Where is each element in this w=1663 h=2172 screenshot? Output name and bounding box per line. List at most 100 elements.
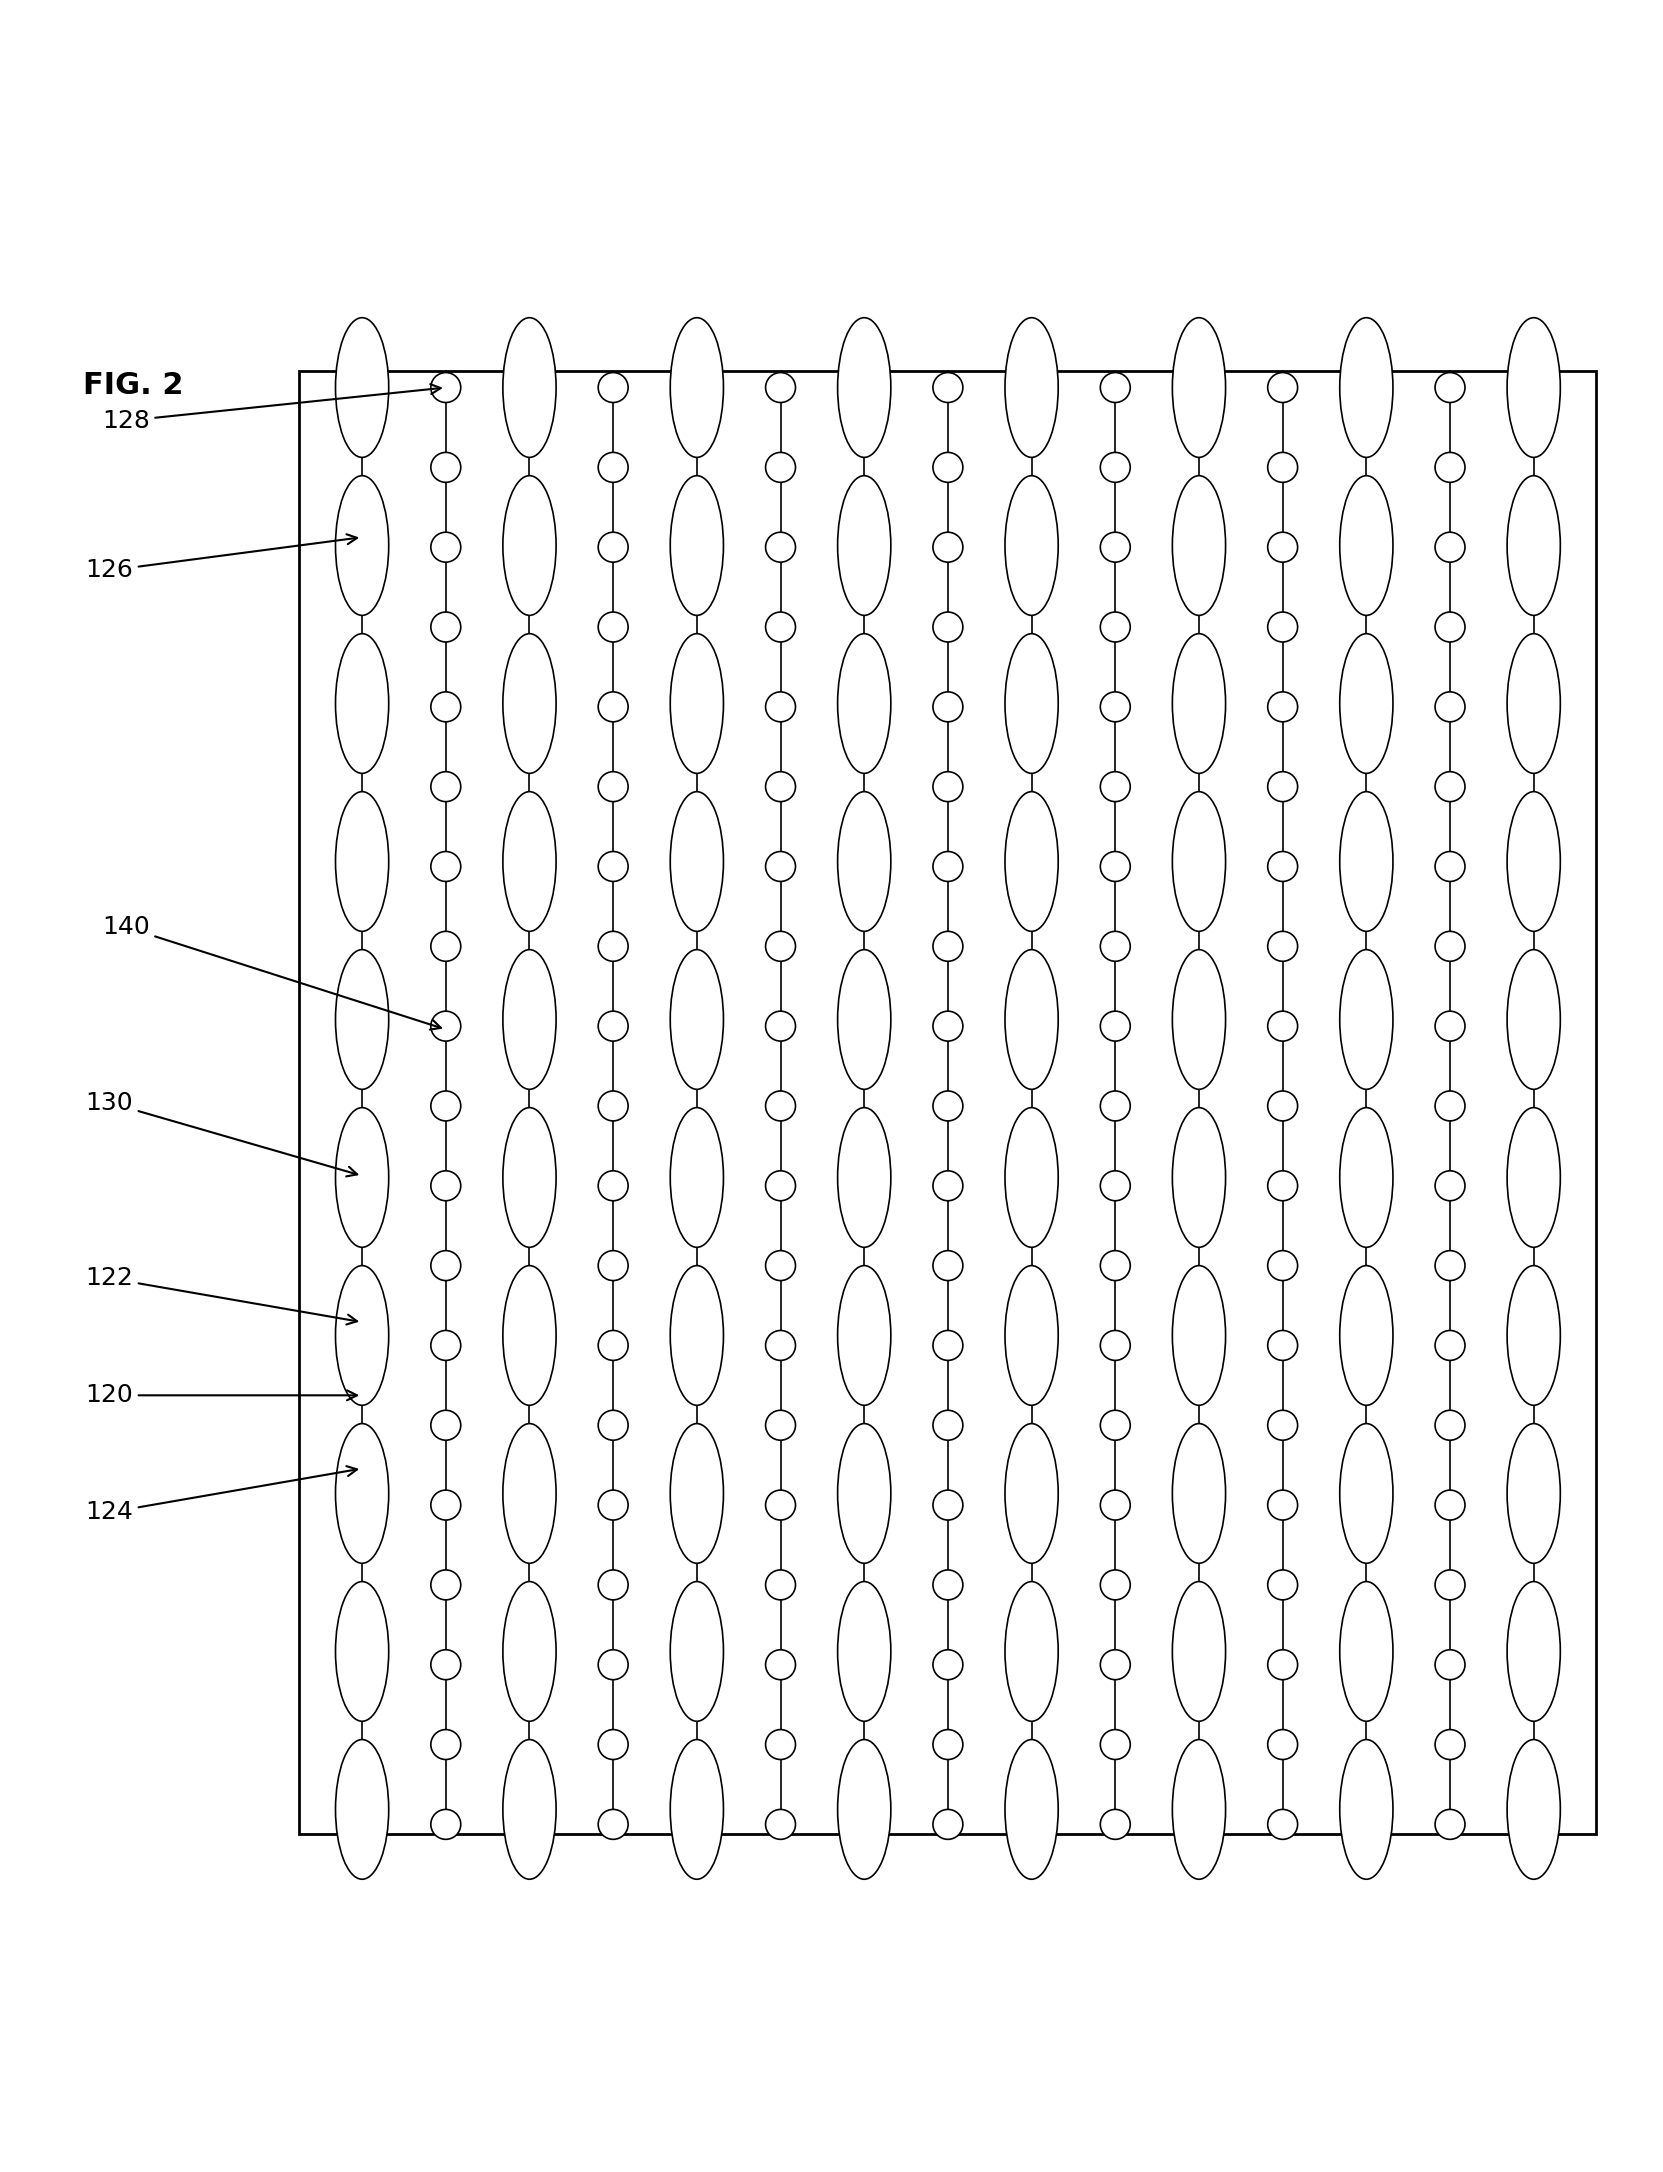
Ellipse shape	[1507, 1108, 1560, 1247]
Text: 140: 140	[101, 914, 441, 1030]
Ellipse shape	[431, 613, 461, 643]
Ellipse shape	[431, 693, 461, 721]
Ellipse shape	[1101, 1251, 1131, 1281]
Ellipse shape	[765, 1570, 795, 1601]
Ellipse shape	[765, 1410, 795, 1440]
Ellipse shape	[599, 1651, 629, 1679]
Ellipse shape	[599, 1809, 629, 1840]
Ellipse shape	[1435, 1729, 1465, 1759]
Ellipse shape	[933, 1251, 963, 1281]
Ellipse shape	[1267, 532, 1297, 563]
Ellipse shape	[431, 771, 461, 801]
Ellipse shape	[1267, 452, 1297, 482]
Ellipse shape	[1267, 1410, 1297, 1440]
Ellipse shape	[1435, 1090, 1465, 1121]
Ellipse shape	[431, 1012, 461, 1040]
Ellipse shape	[1267, 1570, 1297, 1601]
Ellipse shape	[431, 532, 461, 563]
Ellipse shape	[670, 1266, 723, 1405]
Ellipse shape	[1004, 317, 1058, 458]
Ellipse shape	[933, 1651, 963, 1679]
Ellipse shape	[1101, 613, 1131, 643]
Ellipse shape	[599, 1251, 629, 1281]
Ellipse shape	[765, 932, 795, 962]
Ellipse shape	[599, 693, 629, 721]
Ellipse shape	[1507, 791, 1560, 932]
Ellipse shape	[1435, 771, 1465, 801]
Ellipse shape	[1435, 932, 1465, 962]
Ellipse shape	[1172, 317, 1226, 458]
Ellipse shape	[502, 1581, 555, 1720]
Ellipse shape	[1101, 452, 1131, 482]
Ellipse shape	[1267, 1090, 1297, 1121]
Ellipse shape	[838, 1108, 891, 1247]
Ellipse shape	[336, 476, 389, 615]
Ellipse shape	[1004, 791, 1058, 932]
Ellipse shape	[838, 317, 891, 458]
Text: FIG. 2: FIG. 2	[83, 371, 183, 400]
Ellipse shape	[502, 317, 555, 458]
Ellipse shape	[431, 374, 461, 402]
Ellipse shape	[1101, 1729, 1131, 1759]
Ellipse shape	[1435, 1251, 1465, 1281]
Ellipse shape	[1435, 1171, 1465, 1201]
Ellipse shape	[765, 1331, 795, 1360]
Ellipse shape	[933, 374, 963, 402]
Ellipse shape	[599, 613, 629, 643]
Ellipse shape	[933, 1090, 963, 1121]
Ellipse shape	[765, 1090, 795, 1121]
Ellipse shape	[1172, 791, 1226, 932]
Ellipse shape	[1004, 949, 1058, 1090]
Ellipse shape	[1172, 1423, 1226, 1564]
Ellipse shape	[1267, 613, 1297, 643]
Ellipse shape	[599, 932, 629, 962]
Ellipse shape	[670, 1740, 723, 1879]
Ellipse shape	[1267, 1729, 1297, 1759]
Ellipse shape	[1172, 1108, 1226, 1247]
Ellipse shape	[933, 771, 963, 801]
Ellipse shape	[670, 1423, 723, 1564]
Ellipse shape	[670, 317, 723, 458]
Ellipse shape	[765, 613, 795, 643]
Ellipse shape	[502, 949, 555, 1090]
Ellipse shape	[838, 1581, 891, 1720]
Ellipse shape	[670, 476, 723, 615]
Ellipse shape	[765, 532, 795, 563]
Ellipse shape	[1101, 1490, 1131, 1520]
Ellipse shape	[1101, 532, 1131, 563]
Ellipse shape	[838, 634, 891, 773]
Ellipse shape	[765, 374, 795, 402]
Text: 120: 120	[85, 1384, 358, 1407]
Ellipse shape	[765, 693, 795, 721]
Ellipse shape	[1004, 1581, 1058, 1720]
Ellipse shape	[1101, 1809, 1131, 1840]
Ellipse shape	[1101, 932, 1131, 962]
Ellipse shape	[431, 1651, 461, 1679]
Ellipse shape	[599, 851, 629, 882]
Ellipse shape	[1101, 1651, 1131, 1679]
Ellipse shape	[933, 1490, 963, 1520]
Ellipse shape	[599, 1729, 629, 1759]
Ellipse shape	[336, 634, 389, 773]
Ellipse shape	[1507, 1266, 1560, 1405]
Ellipse shape	[1101, 374, 1131, 402]
Ellipse shape	[933, 613, 963, 643]
Ellipse shape	[431, 1331, 461, 1360]
Ellipse shape	[1507, 1581, 1560, 1720]
Ellipse shape	[1101, 1331, 1131, 1360]
Ellipse shape	[1172, 949, 1226, 1090]
Ellipse shape	[1435, 1651, 1465, 1679]
Ellipse shape	[1507, 317, 1560, 458]
Ellipse shape	[502, 476, 555, 615]
Ellipse shape	[933, 1331, 963, 1360]
Ellipse shape	[1172, 634, 1226, 773]
Ellipse shape	[336, 1108, 389, 1247]
Text: 124: 124	[85, 1466, 358, 1525]
Ellipse shape	[1507, 1423, 1560, 1564]
Ellipse shape	[1435, 1410, 1465, 1440]
Ellipse shape	[933, 1171, 963, 1201]
Ellipse shape	[336, 317, 389, 458]
Ellipse shape	[1267, 693, 1297, 721]
Ellipse shape	[933, 1570, 963, 1601]
Ellipse shape	[336, 791, 389, 932]
